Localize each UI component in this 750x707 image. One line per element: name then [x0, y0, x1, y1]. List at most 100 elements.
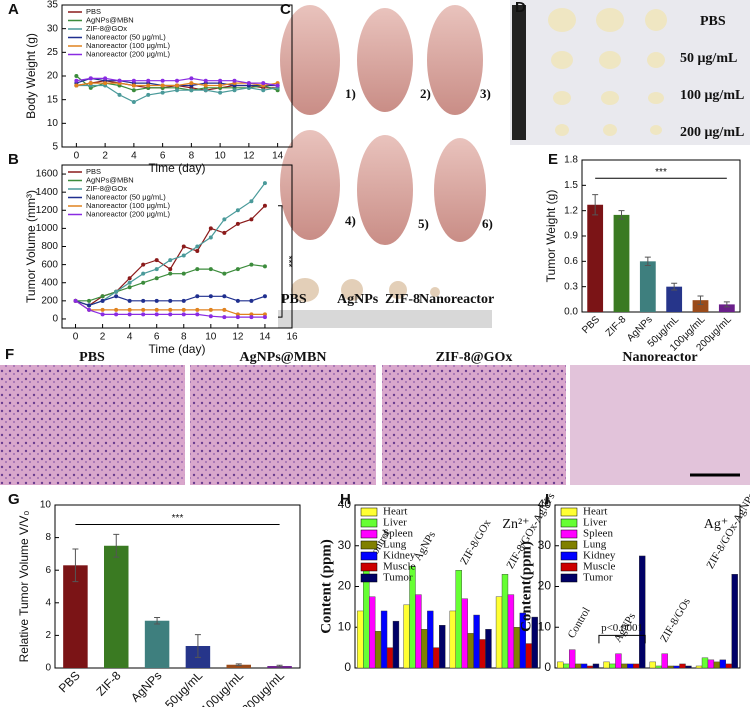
point	[222, 307, 227, 312]
histology-title: AgNPs@MBN	[240, 350, 327, 365]
legend-swatch	[560, 529, 578, 539]
point	[249, 315, 254, 320]
y-axis-title: Content(ppm)	[518, 541, 534, 632]
point	[103, 81, 108, 86]
point	[168, 271, 173, 276]
bar	[666, 286, 683, 312]
series-line	[75, 205, 266, 307]
histology-title: PBS	[79, 350, 105, 365]
bar	[525, 643, 532, 669]
bar	[144, 620, 170, 668]
point	[141, 307, 146, 312]
y-axis-title: Tumor Volume (mm³)	[24, 190, 38, 303]
y-tick-label: 20	[47, 71, 59, 82]
mouse-label: 6)	[482, 216, 493, 231]
legend-label: Kidney	[583, 550, 616, 562]
bar	[485, 629, 492, 669]
legend-label: Lung	[383, 539, 407, 551]
point	[181, 312, 186, 317]
bar	[357, 610, 364, 669]
point	[100, 294, 105, 299]
point	[222, 294, 227, 299]
bar	[563, 663, 570, 669]
point	[154, 298, 159, 303]
y-tick-label: 0	[45, 663, 51, 674]
panel-letter: A	[8, 1, 19, 18]
point	[87, 303, 92, 308]
error-bar	[644, 256, 651, 267]
bar	[719, 659, 726, 669]
point	[235, 315, 240, 320]
legend-label: Nanoreactor (200 μg/mL)	[86, 49, 170, 58]
point	[88, 76, 93, 81]
point	[146, 83, 151, 88]
x-tick-label: 12	[243, 151, 255, 162]
bar	[713, 661, 721, 669]
bar	[569, 649, 576, 669]
point	[235, 221, 240, 226]
y-axis-title: Content (ppm)	[318, 539, 334, 634]
bar	[386, 647, 394, 669]
y-tick-label: 15	[47, 94, 59, 105]
bracket	[278, 205, 283, 318]
dose-label: 100 μg/mL	[680, 88, 744, 103]
x-tick-label: 6	[160, 151, 166, 162]
bar	[574, 663, 582, 669]
point	[74, 83, 79, 88]
chart: 0 200 400 600 800 1000 1200 1400 1600 0 2 4 6 8 10 12 14…	[24, 164, 298, 356]
y-tick-label: 0	[344, 660, 351, 674]
legend-label: ZIF-8@GOx	[86, 24, 127, 33]
y-axis-title: Body Weight (g)	[24, 33, 38, 119]
point	[154, 258, 159, 263]
point	[195, 312, 200, 317]
legend-label: Liver	[583, 517, 607, 529]
legend-label: Nanoreactor (100 μg/mL)	[86, 201, 170, 210]
point	[261, 88, 266, 93]
error-bar	[592, 194, 599, 216]
point	[100, 312, 105, 317]
panel-letter: D	[515, 0, 526, 16]
significance: ***	[655, 167, 667, 178]
bar	[621, 663, 628, 669]
x-tick-label: AgNPs	[128, 668, 164, 704]
panel-letter: I	[545, 491, 549, 508]
point	[189, 88, 194, 93]
p-value: p<0.0001	[601, 622, 643, 634]
category-label: ZIF-8/GOs	[658, 596, 693, 644]
bar	[613, 214, 630, 312]
point	[154, 276, 159, 281]
panel-letter: H	[340, 491, 351, 508]
bar	[449, 610, 456, 669]
point	[232, 78, 237, 83]
y-tick-label: 20	[538, 579, 552, 593]
legend-swatch	[560, 507, 578, 517]
point	[146, 92, 151, 97]
bar	[433, 647, 440, 669]
legend-label: Spleen	[383, 528, 413, 540]
bar	[479, 639, 486, 669]
tumor-label: Nanoreactor	[419, 292, 494, 307]
bar	[580, 663, 588, 669]
x-tick-label: 14	[259, 332, 271, 343]
photos	[0, 0, 750, 485]
y-tick-label: 1600	[36, 169, 59, 180]
he-image	[382, 365, 566, 485]
legend-label: Tumor	[383, 572, 413, 584]
point	[222, 230, 227, 235]
bar	[707, 659, 715, 669]
ruler	[512, 5, 526, 140]
x-tick-label: 12	[232, 332, 244, 343]
point	[154, 307, 159, 312]
legend-swatch	[360, 573, 378, 583]
point	[262, 264, 267, 269]
point	[222, 217, 227, 222]
legend-swatch	[560, 573, 578, 583]
x-tick-label: 2	[102, 151, 108, 162]
point	[141, 280, 146, 285]
bar	[692, 300, 709, 312]
y-tick-label: 40	[538, 497, 552, 511]
bar	[592, 663, 600, 669]
x-tick-label: 14	[272, 151, 284, 162]
point	[114, 307, 119, 312]
